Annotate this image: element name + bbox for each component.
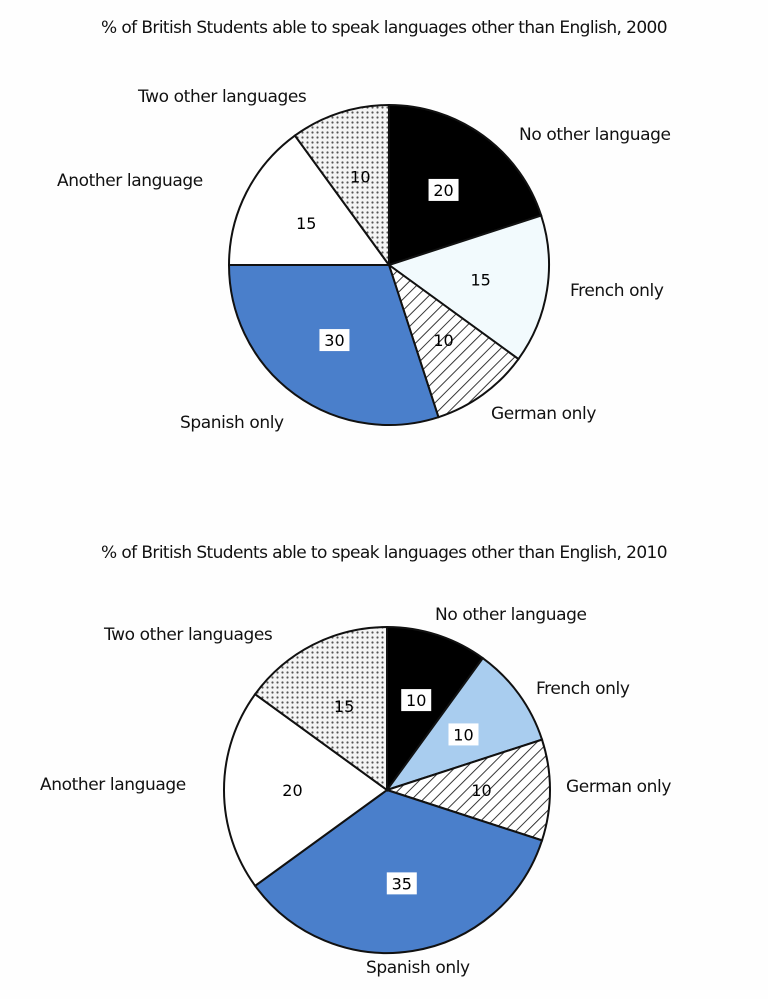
chart-title-2000: % of British Students able to speak lang… (101, 18, 668, 38)
pie-value-label: 20 (282, 781, 302, 800)
label-2010-another: Another language (40, 775, 186, 795)
pie-slice-another-language (223, 692, 389, 888)
pie-value-label: 10 (350, 168, 370, 187)
pie-value-label: 15 (334, 697, 354, 716)
pie-slice-two-other-languages (293, 103, 390, 269)
pie-value-label: 15 (296, 214, 316, 233)
pie-slice-spanish-only (253, 788, 544, 954)
pie-slice-no-other-language (386, 625, 485, 794)
pie-value-label: 30 (324, 331, 344, 350)
pie-slice-german-only (383, 738, 551, 842)
pie-value-label: 20 (433, 181, 453, 200)
pie-slice-another-language (227, 134, 391, 266)
pie-2000: 20 15 10 30 15 10 (227, 103, 550, 426)
pie-value-label: 10 (471, 781, 491, 800)
pie-value-label: 15 (470, 271, 490, 290)
label-2010-two-other: Two other languages (104, 625, 273, 645)
pie-value-label: 10 (453, 725, 473, 744)
pie-slice-german-only (387, 262, 520, 419)
pie-value-label: 10 (406, 691, 426, 710)
pie-value-label: 10 (433, 331, 453, 350)
label-2000-two-other: Two other languages (138, 87, 307, 107)
label-2000-no-other: No other language (519, 125, 671, 145)
label-2010-german: German only (566, 777, 672, 797)
pie-value-label: 35 (392, 874, 412, 893)
pie-slice-french-only (386, 214, 550, 361)
chart-title-2010: % of British Students able to speak lang… (101, 543, 668, 563)
pie-slice-two-other-languages (253, 625, 388, 792)
label-2000-another: Another language (57, 171, 203, 191)
label-2010-no-other: No other language (435, 605, 587, 625)
pie-slice-no-other-language (388, 103, 543, 267)
label-2010-spanish: Spanish only (366, 958, 470, 978)
label-2000-spanish: Spanish only (180, 413, 284, 433)
label-2010-french: French only (536, 679, 630, 699)
label-2000-french: French only (570, 281, 664, 301)
pie-2010: 10 10 10 35 20 15 (223, 625, 551, 954)
label-2000-german: German only (491, 404, 597, 424)
